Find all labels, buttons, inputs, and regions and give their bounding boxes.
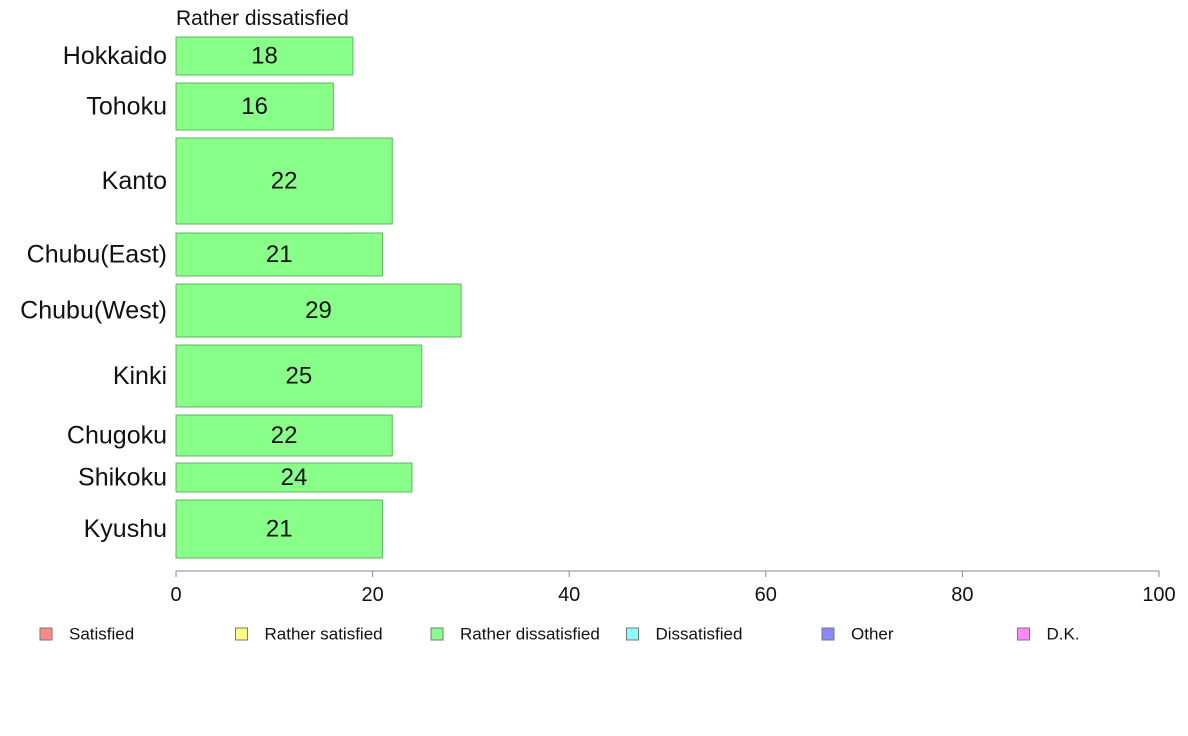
category-label: Tohoku xyxy=(86,93,167,121)
bars-group: Hokkaido 18 Tohoku 16 Kanto 22 Chubu(East) 21 Ch… xyxy=(20,36,462,559)
category-label: Hokkaido xyxy=(63,42,167,70)
x-tick-label: 60 xyxy=(755,584,777,606)
x-axis: 0 20 40 60 80 100 xyxy=(170,570,1176,606)
category-label: Chugoku xyxy=(67,422,167,450)
value-label: 22 xyxy=(271,422,298,449)
value-label: 25 xyxy=(286,363,313,390)
legend-swatch xyxy=(626,627,639,641)
bar-kyushu xyxy=(175,499,383,559)
bar-hokkaido xyxy=(175,36,354,76)
category-label: Kinki xyxy=(113,362,167,390)
legend-label: D.K. xyxy=(1047,625,1080,644)
category-label: Kyushu xyxy=(84,515,167,543)
value-label: 18 xyxy=(251,43,278,70)
legend-label: Satisfied xyxy=(69,625,134,644)
value-label: 29 xyxy=(305,297,332,324)
legend-label: Rather satisfied xyxy=(265,625,383,644)
legend-swatch xyxy=(1017,627,1030,641)
bar-kanto xyxy=(175,137,393,225)
legend-label: Other xyxy=(851,625,894,644)
bar-tohoku xyxy=(175,82,334,131)
bar-chubu-west- xyxy=(175,283,462,338)
value-label: 21 xyxy=(266,516,293,543)
legend: Satisfied Rather satisfied Rather dissatis… xyxy=(39,625,1080,644)
x-tick-label: 40 xyxy=(558,584,580,606)
value-label: 21 xyxy=(266,241,293,268)
legend-label: Dissatisfied xyxy=(656,625,743,644)
legend-swatch xyxy=(39,627,53,641)
x-tick-label: 0 xyxy=(170,584,181,606)
x-tick-label: 80 xyxy=(951,584,973,606)
legend-label: Rather dissatisfied xyxy=(460,625,600,644)
chart-subtitle: Rather dissatisfied xyxy=(176,7,349,30)
bar-chugoku xyxy=(175,414,393,457)
legend-swatch xyxy=(821,627,835,641)
category-label: Chubu(West) xyxy=(20,297,167,325)
x-tick-label: 20 xyxy=(361,584,383,606)
bar-chubu-east- xyxy=(175,232,383,277)
value-label: 16 xyxy=(241,93,268,120)
value-label: 24 xyxy=(281,464,308,491)
category-label: Kanto xyxy=(102,167,167,195)
legend-swatch xyxy=(235,627,248,641)
category-label: Chubu(East) xyxy=(27,241,167,269)
legend-swatch xyxy=(430,627,444,641)
bar-shikoku xyxy=(175,462,413,493)
bar-kinki xyxy=(175,344,423,408)
x-tick-label: 100 xyxy=(1142,584,1175,606)
value-label: 22 xyxy=(271,168,298,195)
category-label: Shikoku xyxy=(78,464,167,492)
